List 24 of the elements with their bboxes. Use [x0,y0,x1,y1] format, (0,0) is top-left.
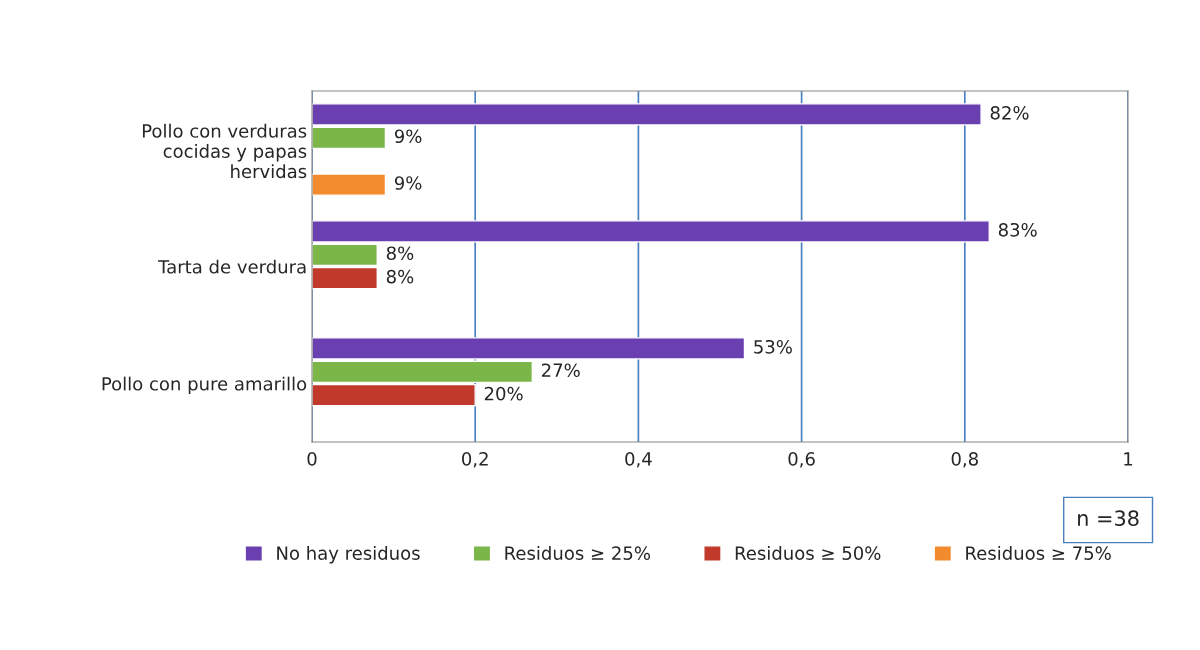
data-label: 8% [386,246,414,261]
data-label: 9% [394,176,422,190]
y-tick-label: Pollo con pure amarillo [102,376,307,395]
legend-label: No hay residuos [277,546,420,564]
text: n =38 [1078,510,1139,527]
x-tick-label: 1 [1124,452,1133,466]
x-tick-label: 0,8 [951,452,978,468]
x-tick-label: 0,6 [788,452,815,468]
y-tick-label: Tarta de verdura [158,259,306,274]
data-label: 82% [990,105,1029,120]
bar [312,173,387,196]
legend-label: Residuos ≥ 25% [505,546,651,560]
data-label: 9% [394,129,422,144]
legend-label: Residuos ≥ 75% [966,546,1111,560]
legend-label: Residuos ≥ 50% [735,546,881,560]
y-tick-label: Pollo con verduras cocidas y papas hervidas [142,123,307,179]
data-label: 8% [386,269,414,284]
data-label: 53% [754,339,792,354]
data-label: 27% [541,363,580,378]
x-tick-label: 0 [307,452,317,466]
x-tick-label: 0,4 [625,452,652,468]
x-tick-label: 0,2 [462,452,488,468]
data-label: 20% [484,386,523,401]
data-label: 83% [998,222,1037,237]
